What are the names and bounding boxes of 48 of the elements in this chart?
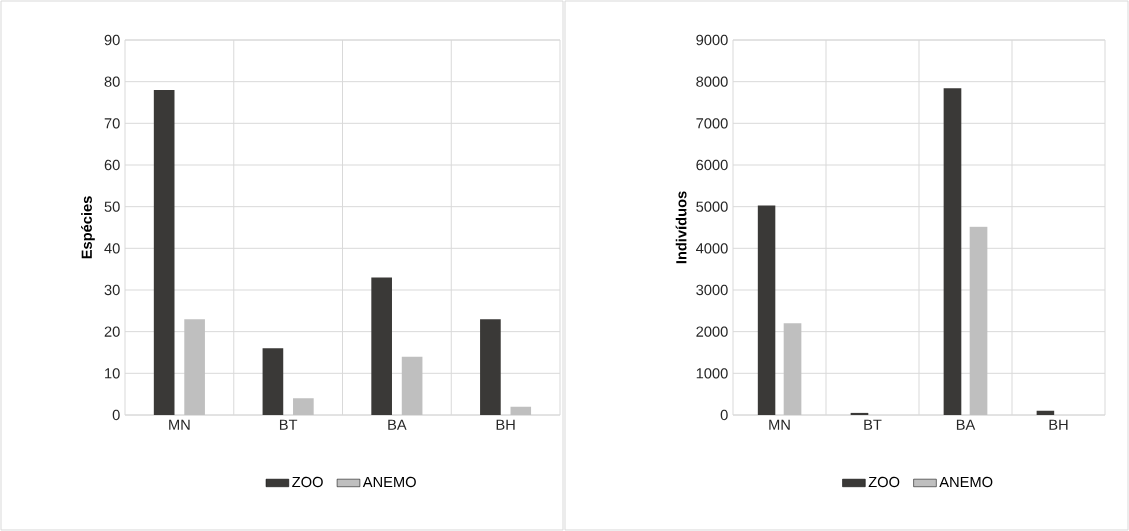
y-tick-label: 60 — [104, 159, 120, 171]
x-tick-label: BA — [956, 419, 976, 430]
bar — [969, 226, 988, 415]
x-tick-label: MN — [169, 419, 190, 430]
y-tick-label: 90 — [104, 34, 120, 46]
x-tick-label: BH — [1049, 419, 1068, 430]
bar — [850, 412, 869, 415]
y-tick-label: 20 — [104, 326, 120, 337]
x-tick-label: MN — [769, 419, 790, 430]
bar — [510, 406, 532, 415]
y-tick-label: 10 — [105, 368, 120, 379]
y-tick-label: 6000 — [696, 159, 728, 171]
bar — [262, 348, 284, 415]
x-tick-label: BT — [864, 419, 882, 430]
y-tick-label: 8000 — [696, 76, 728, 87]
bar — [757, 205, 776, 415]
y-tick-label: 40 — [104, 243, 120, 254]
y-tick-label: 7000 — [696, 118, 728, 129]
bar — [371, 277, 392, 415]
x-tick-label: BH — [496, 419, 515, 430]
y-tick-label: 30 — [104, 284, 120, 296]
y-tick-label: 3000 — [696, 284, 728, 296]
x-tick-label: BA — [388, 419, 407, 430]
y-tick-label: 0 — [112, 409, 120, 421]
y-axis-title: Indivíduos — [675, 191, 687, 264]
bar — [1036, 410, 1055, 415]
bar — [153, 89, 175, 415]
y-tick-label: 4000 — [696, 243, 728, 254]
y-tick-label: 70 — [104, 118, 120, 129]
x-tick-label: BT — [279, 419, 298, 430]
legend-label: ZOO — [868, 476, 900, 488]
bar — [293, 398, 314, 415]
y-tick-label: 1000 — [696, 368, 728, 379]
y-tick-label: 50 — [104, 201, 120, 212]
bar — [480, 319, 501, 415]
legend-label: ANEMO — [362, 476, 416, 488]
legend-label: ZOO — [292, 476, 323, 488]
bar — [943, 88, 962, 415]
y-tick-label: 80 — [104, 76, 120, 87]
y-tick-label: 2000 — [696, 326, 728, 337]
bar — [783, 323, 802, 415]
legend-label: ANEMO — [939, 476, 993, 488]
bar — [184, 319, 205, 415]
y-tick-label: 0 — [720, 409, 728, 421]
y-tick-label: 9000 — [696, 34, 728, 46]
y-tick-label: 5000 — [696, 201, 728, 212]
y-axis-title: Espécies — [81, 196, 95, 259]
bar — [401, 356, 423, 415]
